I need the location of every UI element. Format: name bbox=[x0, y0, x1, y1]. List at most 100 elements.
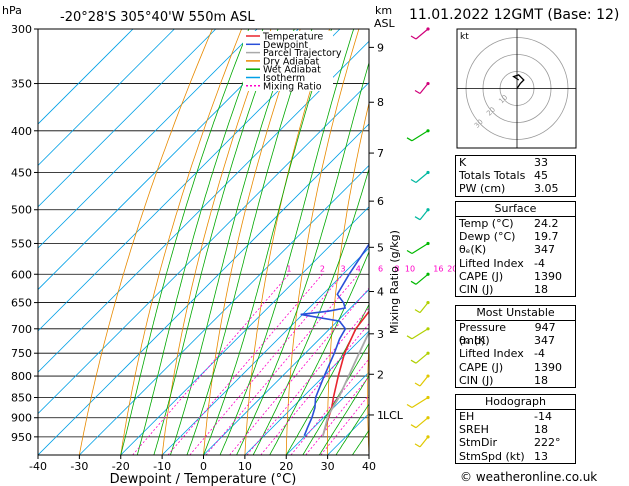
hodograph-trace bbox=[512, 74, 525, 89]
height-label: 6 bbox=[377, 195, 384, 208]
wind-barb-staff bbox=[411, 396, 429, 409]
wind-barb-dot bbox=[426, 300, 430, 305]
x-tick-label: 30 bbox=[321, 460, 335, 473]
wind-barb-dot bbox=[426, 170, 430, 175]
wet-adiabat-28 bbox=[318, 374, 369, 455]
mixing-ratio-label: 20 bbox=[447, 264, 457, 273]
pressure-label: 400 bbox=[11, 125, 32, 138]
legend-label: Isotherm bbox=[263, 73, 305, 84]
pressure-label: 900 bbox=[11, 412, 32, 425]
wind-barb-flag bbox=[414, 89, 421, 95]
height-label: 4 bbox=[377, 286, 384, 299]
x-tick-label: 10 bbox=[238, 460, 252, 473]
dry-adiabat-110 bbox=[617, 5, 629, 455]
height-label: 1 bbox=[377, 409, 384, 422]
wind-barb-flag bbox=[406, 137, 413, 142]
wind-barb-dot bbox=[426, 374, 430, 378]
mixing-ratio-8 bbox=[246, 307, 369, 455]
wind-barb-staff bbox=[415, 273, 429, 285]
isotherm--70 bbox=[38, 29, 341, 332]
mixing-ratio-label: 2 bbox=[320, 264, 325, 273]
isotherm--80 bbox=[38, 29, 299, 291]
wet-adiabat-20 bbox=[285, 303, 369, 455]
wind-barb-staff bbox=[419, 436, 429, 448]
mixing-ratio-label: 8 bbox=[394, 264, 399, 273]
legend-label: Dewpoint bbox=[263, 40, 308, 51]
hodograph-ring-label: 10 bbox=[497, 93, 509, 105]
isotherm--40 bbox=[38, 123, 369, 455]
series-parcel-trajectory bbox=[322, 330, 369, 436]
pressure-label: 350 bbox=[11, 78, 32, 91]
wet-adiabat--4 bbox=[186, 29, 313, 455]
wind-barb-staff bbox=[415, 417, 429, 429]
wet-adiabat--16 bbox=[136, 29, 264, 455]
x-tick-label: 20 bbox=[279, 460, 293, 473]
wind-barb-dot bbox=[426, 416, 430, 420]
mixing-ratio-3 bbox=[189, 274, 344, 455]
isotherm--90 bbox=[38, 29, 258, 249]
wet-adiabat-8 bbox=[236, 61, 369, 455]
location-title: -20°28'S 305°40'W 550m ASL bbox=[60, 10, 255, 25]
wind-barb-dot bbox=[426, 435, 430, 439]
mixing-ratio-label: 10 bbox=[405, 264, 415, 273]
dry-adiabat--10 bbox=[161, 29, 272, 455]
wind-barb-staff bbox=[411, 130, 429, 142]
units-km: km bbox=[375, 4, 392, 17]
dry-adiabat-20 bbox=[285, 29, 360, 455]
wind-barb-flag bbox=[406, 335, 413, 340]
pressure-label: 600 bbox=[11, 268, 32, 281]
mixing-ratio-label: 1 bbox=[286, 264, 291, 273]
wind-barb-dot bbox=[426, 129, 430, 133]
legend-label: Temperature bbox=[262, 32, 323, 43]
surface-table: Surface Temp (°C) 24.2 Dewp (°C) 19.7 θₑ(K… bbox=[455, 201, 576, 298]
wind-barb-staff bbox=[419, 209, 429, 221]
wind-barb-staff bbox=[415, 28, 429, 40]
wet-adiabat-4 bbox=[219, 29, 355, 455]
dry-adiabat-0 bbox=[203, 29, 301, 455]
pressure-label: 300 bbox=[11, 23, 32, 36]
dry-adiabat--20 bbox=[120, 29, 243, 455]
mixing-ratio-1 bbox=[132, 274, 290, 455]
wet-adiabat-16 bbox=[269, 250, 369, 455]
pressure-label: 500 bbox=[11, 204, 32, 217]
units-asl: ASL bbox=[374, 17, 396, 30]
pressure-label: 950 bbox=[11, 431, 32, 444]
date-title: 11.01.2022 12GMT (Base: 12) bbox=[409, 7, 620, 23]
isotherm--10 bbox=[161, 247, 369, 455]
wet-adiabat--12 bbox=[153, 29, 279, 455]
wind-barb-staff bbox=[419, 375, 429, 387]
pressure-label: 450 bbox=[11, 166, 32, 179]
wind-barb-dot bbox=[426, 272, 430, 276]
lcl-label: LCL bbox=[383, 409, 404, 422]
wet-adiabat-24 bbox=[302, 342, 369, 455]
wind-barb-dot bbox=[426, 241, 430, 246]
legend-label: Mixing Ratio bbox=[263, 81, 322, 92]
isotherm-20 bbox=[285, 371, 369, 455]
legend-label: Wet Adiabat bbox=[263, 65, 321, 76]
dry-adiabat-40 bbox=[367, 332, 369, 455]
wind-barb-dot bbox=[426, 351, 430, 355]
indices-table: K 33 Totals Totals 45 PW (cm) 3.05 bbox=[455, 155, 576, 197]
x-tick-label: -30 bbox=[70, 460, 88, 473]
isotherm-0 bbox=[203, 288, 369, 455]
height-label: 8 bbox=[377, 96, 384, 109]
hodograph-table: Hodograph EH -14 SREH 18 StmDir 222° StmSpd… bbox=[455, 394, 576, 464]
height-label: 5 bbox=[377, 241, 384, 254]
wind-barb-flag bbox=[410, 359, 417, 364]
wind-barb-flag bbox=[414, 443, 421, 448]
mixing-ratio-axis-label: Mixing Ratio (g/kg) bbox=[388, 230, 401, 334]
series-dewpoint bbox=[300, 242, 369, 436]
wet-adiabat--8 bbox=[170, 29, 295, 455]
height-label: 2 bbox=[377, 368, 384, 381]
most-unstable-table: Most Unstable Pressure (mb) 947 θₑ (K) 347… bbox=[455, 305, 576, 388]
isotherm--100 bbox=[38, 29, 217, 208]
units-hpa: hPa bbox=[2, 4, 22, 17]
mixing-ratio-label: 16 bbox=[433, 264, 443, 273]
mixing-ratio-label: 3 bbox=[341, 264, 346, 273]
wind-barb-staff bbox=[415, 352, 429, 364]
height-label: 9 bbox=[377, 41, 384, 54]
wind-barb-staff bbox=[419, 302, 429, 313]
wind-barb-flag bbox=[410, 280, 417, 285]
